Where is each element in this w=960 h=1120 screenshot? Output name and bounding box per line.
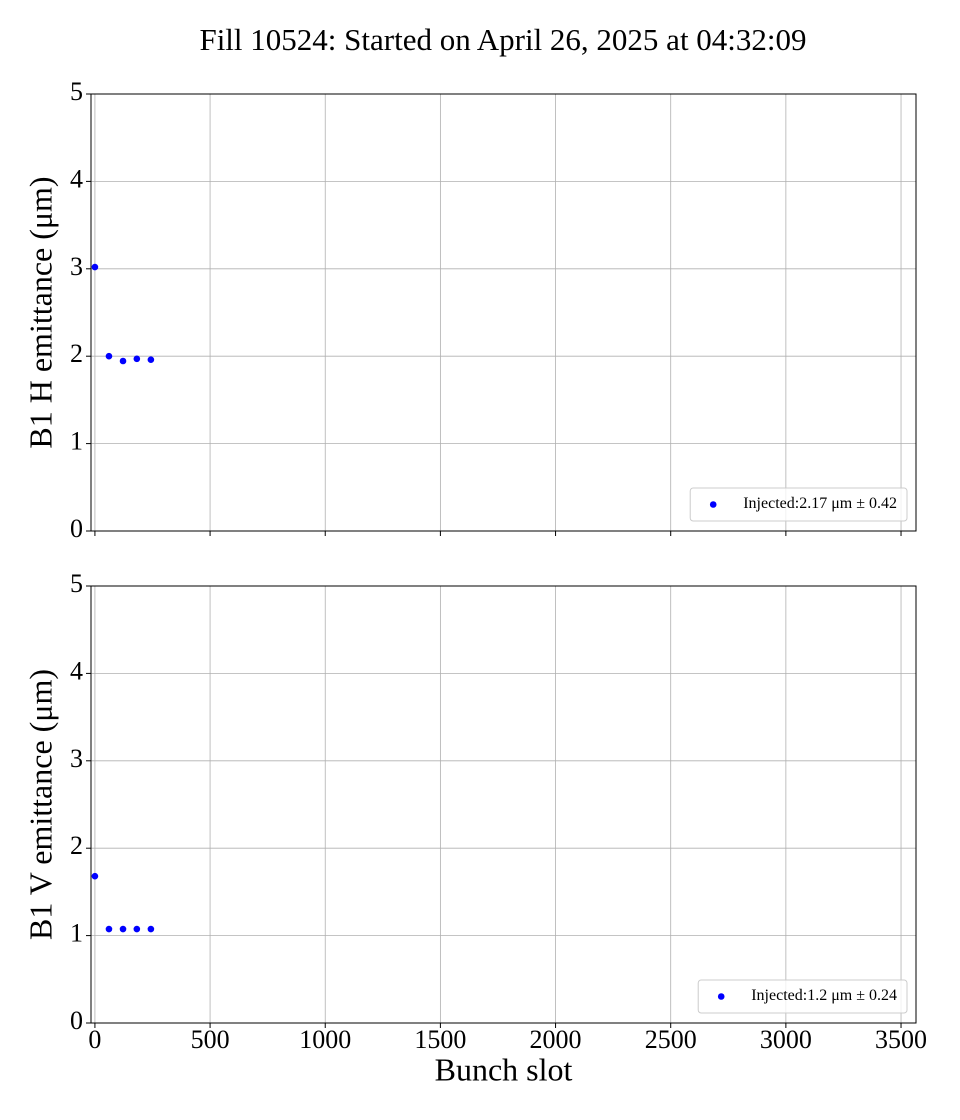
x-tick-label: 2500 [645,1025,697,1054]
y-tick-label: 1 [70,427,83,456]
y-tick-label: 1 [70,919,83,948]
data-point [147,356,155,363]
legend-label: Injected:1.2 μm ± 0.24 [751,987,897,1004]
y-axis-label: B1 V emittance (μm) [22,669,58,940]
x-tick-label: 500 [191,1025,230,1054]
data-point [133,925,141,933]
data-point [133,355,141,363]
x-tick-label: 3000 [760,1025,812,1054]
legend-marker [709,501,717,508]
x-tick-label: 2000 [530,1025,582,1054]
data-point [147,925,155,933]
data-point [119,357,127,365]
y-tick-label: 3 [70,252,83,281]
x-axis-label: Bunch slot [435,1051,573,1087]
data-point [105,925,113,933]
data-point [119,925,127,933]
y-tick-label: 4 [70,656,83,685]
y-tick-label: 0 [70,514,83,543]
y-tick-label: 3 [70,744,83,773]
legend-box [697,979,908,1014]
legend-label: Injected:2.17 μm ± 0.42 [743,495,897,512]
axes-frame [90,93,917,532]
legend-box [689,487,908,522]
y-tick-label: 5 [70,569,83,598]
y-tick-label: 0 [70,1006,83,1035]
y-tick-label: 2 [70,339,83,368]
x-tick-label: 0 [88,1025,101,1054]
data-point [91,263,99,271]
x-tick-label: 1500 [414,1025,466,1054]
axes-frame [90,585,917,1024]
figure-title: Fill 10524: Started on April 26, 2025 at… [199,22,806,57]
data-point [91,872,99,880]
y-tick-label: 2 [70,831,83,860]
y-axis-label: B1 H emittance (μm) [22,176,58,448]
legend-marker [717,993,725,1000]
x-tick-label: 1000 [299,1025,351,1054]
y-tick-label: 4 [70,164,83,193]
y-tick-label: 5 [70,77,83,106]
data-point [105,352,113,360]
x-tick-label: 3500 [875,1025,927,1054]
